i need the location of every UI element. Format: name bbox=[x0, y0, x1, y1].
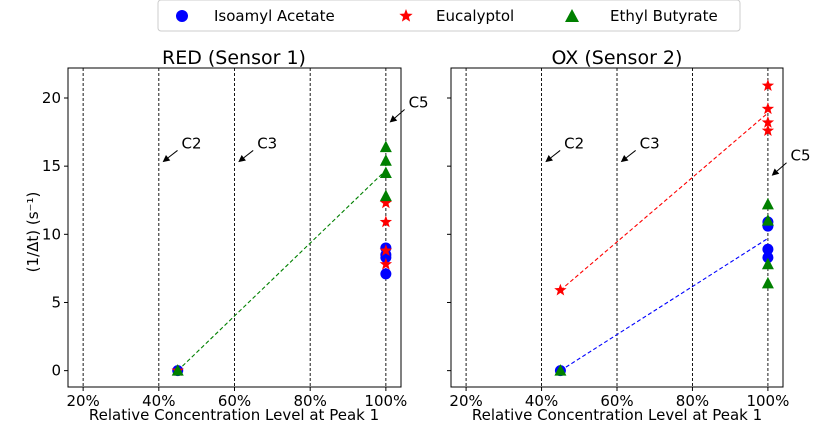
annotation-arrow-line bbox=[625, 150, 636, 159]
panel-ox-sensor-2: OX (Sensor 2) Relative Concentration Lev… bbox=[447, 47, 811, 424]
annotation-arrow-line bbox=[243, 150, 254, 159]
data-point-eucalyptol bbox=[379, 244, 393, 256]
star-marker-icon bbox=[399, 9, 413, 22]
legend-entry-isoamyl-acetate: Isoamyl Acetate bbox=[176, 7, 335, 25]
x-tick-label: 20% bbox=[66, 392, 99, 410]
data-point-isoamyl-acetate bbox=[762, 251, 774, 263]
y-tick-label: 15 bbox=[42, 157, 61, 175]
annotation-arrow-line bbox=[394, 109, 405, 119]
data-point-eucalyptol bbox=[761, 79, 775, 91]
fit-line-isoamyl-acetate bbox=[560, 237, 769, 372]
data-point-eucalyptol bbox=[761, 124, 775, 136]
annotation-arrow-head bbox=[771, 168, 780, 176]
x-axis-label: Relative Concentration Level at Peak 1 bbox=[472, 406, 762, 424]
annotation-label: C5 bbox=[409, 94, 429, 112]
annotation-arrow-line bbox=[167, 150, 178, 159]
data-point-eucalyptol bbox=[761, 102, 775, 115]
annotation-label: C2 bbox=[564, 134, 584, 152]
data-point-eucalyptol bbox=[554, 283, 567, 296]
annotation-label: C3 bbox=[257, 134, 277, 152]
x-tick-label: 100% bbox=[364, 392, 407, 410]
x-tick-label: 40% bbox=[525, 392, 558, 410]
x-tick-label: 100% bbox=[746, 392, 789, 410]
y-tick-label: 0 bbox=[51, 362, 61, 380]
annotation-label: C3 bbox=[640, 134, 660, 152]
y-tick-label: 20 bbox=[42, 89, 61, 107]
data-point-ethyl-butyrate bbox=[761, 214, 774, 226]
data-point-ethyl-butyrate bbox=[554, 364, 567, 376]
x-axis-label: Relative Concentration Level at Peak 1 bbox=[89, 406, 379, 424]
data-point-ethyl-butyrate bbox=[379, 189, 392, 202]
legend: Isoamyl Acetate Eucalyptol Ethyl Butyrat… bbox=[157, 0, 741, 32]
legend-label: Isoamyl Acetate bbox=[214, 7, 335, 25]
triangle-marker-icon bbox=[565, 9, 579, 22]
data-point-ethyl-butyrate bbox=[379, 166, 392, 178]
y-tick-label: 5 bbox=[51, 293, 61, 311]
y-axis-label: (1/Δt) (s⁻¹) bbox=[24, 192, 42, 273]
annotation-arrow-head bbox=[545, 154, 553, 163]
y-tick-label: 10 bbox=[42, 225, 61, 243]
data-point-ethyl-butyrate bbox=[379, 140, 392, 153]
data-point-ethyl-butyrate bbox=[761, 257, 774, 270]
circle-marker-icon bbox=[176, 10, 188, 22]
fit-line-eucalyptol bbox=[560, 112, 769, 291]
legend-frame bbox=[157, 0, 741, 32]
annotation-arrow-head bbox=[162, 154, 171, 163]
data-point-eucalyptol bbox=[379, 215, 393, 228]
annotation-arrow-head bbox=[620, 154, 629, 163]
data-point-eucalyptol bbox=[379, 196, 393, 209]
annotation-label: C2 bbox=[182, 134, 202, 152]
legend-entry-eucalyptol: Eucalyptol bbox=[399, 7, 514, 25]
legend-entry-ethyl-butyrate: Ethyl Butyrate bbox=[565, 7, 718, 25]
x-tick-label: 80% bbox=[676, 392, 709, 410]
data-point-ethyl-butyrate bbox=[761, 197, 774, 210]
x-tick-label: 80% bbox=[294, 392, 327, 410]
annotation-arrow-head bbox=[389, 115, 398, 123]
fit-line-ethyl-butyrate bbox=[177, 169, 387, 372]
annotation-arrow-line bbox=[776, 162, 787, 172]
data-point-eucalyptol bbox=[379, 257, 393, 270]
x-tick-label: 20% bbox=[449, 392, 482, 410]
data-point-isoamyl-acetate bbox=[762, 243, 774, 255]
x-tick-label: 40% bbox=[142, 392, 175, 410]
annotation-arrow-line bbox=[550, 150, 561, 159]
legend-label: Ethyl Butyrate bbox=[610, 7, 718, 25]
panel-title: RED (Sensor 1) bbox=[162, 47, 306, 69]
annotation-arrow-head bbox=[238, 154, 246, 163]
x-tick-label: 60% bbox=[600, 392, 633, 410]
data-point-ethyl-butyrate bbox=[761, 276, 774, 289]
data-point-eucalyptol bbox=[761, 116, 775, 128]
x-tick-label: 60% bbox=[218, 392, 251, 410]
panel-red-sensor-1: RED (Sensor 1) (1/Δt) (s⁻¹) Relative Con… bbox=[24, 47, 429, 424]
data-point-ethyl-butyrate bbox=[379, 154, 392, 166]
data-point-isoamyl-acetate bbox=[380, 268, 392, 280]
panel-title: OX (Sensor 2) bbox=[552, 47, 683, 69]
legend-label: Eucalyptol bbox=[436, 7, 514, 25]
data-point-ethyl-butyrate bbox=[171, 364, 184, 376]
annotation-label: C5 bbox=[791, 147, 811, 165]
